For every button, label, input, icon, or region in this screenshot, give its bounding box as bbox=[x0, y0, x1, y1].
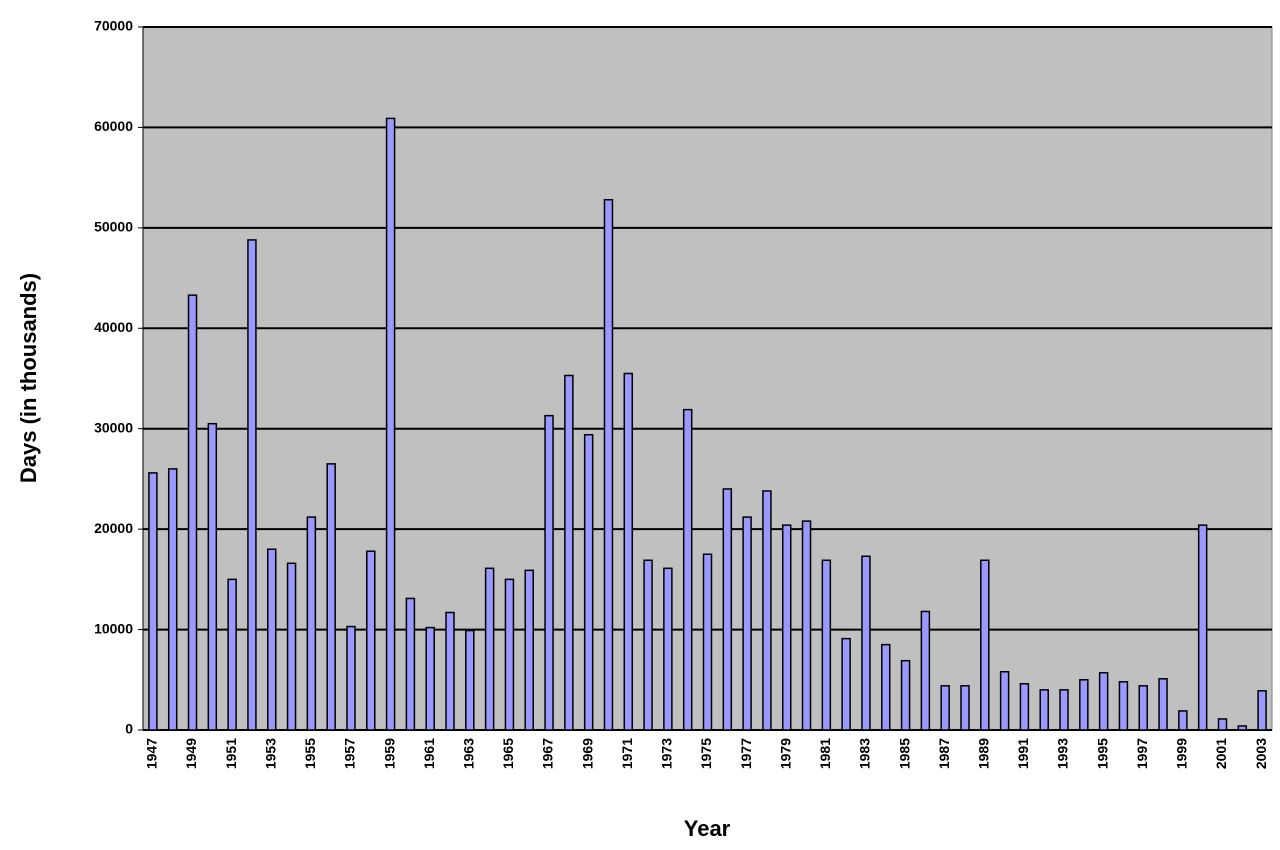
bar bbox=[999, 671, 1010, 731]
bar bbox=[564, 374, 574, 731]
y-tick-label: 60000 bbox=[94, 118, 133, 134]
y-tick-label: 20000 bbox=[94, 520, 133, 536]
bar bbox=[445, 611, 455, 731]
bar bbox=[1138, 685, 1149, 731]
bar bbox=[900, 659, 911, 731]
bar bbox=[722, 488, 733, 731]
bar bbox=[465, 629, 475, 731]
bar bbox=[286, 562, 297, 731]
y-tick-label: 10000 bbox=[94, 620, 133, 636]
x-tick-label: 1971 bbox=[619, 738, 635, 769]
y-tick-label: 70000 bbox=[94, 18, 133, 34]
bar bbox=[1019, 683, 1030, 731]
bar bbox=[841, 637, 851, 731]
bar bbox=[821, 559, 832, 731]
x-tick-label: 1951 bbox=[223, 738, 239, 769]
x-tick-label: 1955 bbox=[302, 738, 318, 769]
bar bbox=[940, 685, 950, 731]
x-tick-label: 1995 bbox=[1094, 738, 1110, 769]
bar bbox=[544, 414, 554, 731]
bar bbox=[1039, 689, 1049, 731]
bar bbox=[385, 117, 396, 731]
y-tick-label: 30000 bbox=[94, 419, 133, 435]
bar bbox=[425, 626, 435, 731]
x-tick-label: 1983 bbox=[857, 738, 873, 769]
bar bbox=[148, 472, 158, 731]
bar bbox=[306, 516, 317, 731]
x-tick-label: 1973 bbox=[659, 738, 675, 769]
bar bbox=[1217, 718, 1228, 731]
x-tick-label: 1991 bbox=[1015, 738, 1031, 769]
bar bbox=[960, 685, 970, 731]
y-tick-label: 0 bbox=[125, 721, 133, 737]
x-tick-label: 1969 bbox=[579, 738, 595, 769]
bar bbox=[742, 516, 752, 731]
bar bbox=[762, 490, 772, 731]
x-axis-title: Year bbox=[684, 816, 731, 841]
x-tick-label: 1985 bbox=[896, 738, 912, 769]
x-tick-label: 1989 bbox=[976, 738, 992, 769]
x-tick-label: 1975 bbox=[698, 738, 714, 769]
x-tick-label: 1999 bbox=[1174, 738, 1190, 769]
bar bbox=[366, 550, 376, 731]
y-axis-title: Days (in thousands) bbox=[16, 273, 41, 483]
bar bbox=[1158, 678, 1168, 731]
x-tick-label: 1977 bbox=[738, 738, 754, 769]
bar bbox=[663, 567, 673, 731]
y-tick-label: 40000 bbox=[94, 319, 133, 335]
bar bbox=[266, 548, 277, 731]
bar bbox=[1178, 710, 1188, 731]
bar bbox=[167, 468, 178, 731]
bar bbox=[702, 553, 713, 731]
bar bbox=[247, 239, 257, 731]
x-tick-label: 1967 bbox=[540, 738, 556, 769]
bar bbox=[1079, 679, 1089, 731]
bar bbox=[484, 567, 495, 731]
bar bbox=[682, 408, 693, 731]
bar bbox=[326, 463, 336, 731]
x-tick-label: 1953 bbox=[262, 738, 278, 769]
bar bbox=[781, 524, 792, 731]
x-tick-label: 1957 bbox=[342, 738, 358, 769]
x-tick-label: 1981 bbox=[817, 738, 833, 769]
x-tick-label: 1959 bbox=[381, 738, 397, 769]
bar bbox=[643, 559, 653, 731]
bar bbox=[207, 422, 218, 731]
x-tick-label: 1993 bbox=[1055, 738, 1071, 769]
bar bbox=[1059, 689, 1069, 731]
bar bbox=[405, 597, 416, 731]
x-tick-label: 1965 bbox=[500, 738, 516, 769]
x-tick-label: 1949 bbox=[183, 738, 199, 769]
bar bbox=[801, 520, 812, 731]
bar bbox=[1118, 681, 1129, 731]
bar bbox=[1257, 690, 1267, 731]
y-tick-label: 50000 bbox=[94, 219, 133, 235]
x-tick-label: 2001 bbox=[1213, 738, 1229, 769]
x-tick-label: 1947 bbox=[144, 738, 160, 769]
x-tick-label: 1963 bbox=[461, 738, 477, 769]
x-tick-label: 1961 bbox=[421, 738, 437, 769]
bar bbox=[623, 372, 634, 731]
bar bbox=[583, 433, 594, 731]
bar bbox=[524, 569, 534, 731]
bar bbox=[187, 294, 198, 731]
bar bbox=[1197, 524, 1208, 731]
bar bbox=[504, 578, 515, 731]
bar bbox=[1237, 725, 1248, 731]
bar bbox=[920, 610, 931, 731]
bar bbox=[603, 198, 614, 731]
bar bbox=[1098, 672, 1109, 731]
x-tick-label: 2003 bbox=[1253, 738, 1269, 769]
bar bbox=[227, 578, 237, 731]
bar bbox=[861, 555, 871, 731]
bar bbox=[346, 625, 356, 731]
x-tick-label: 1987 bbox=[936, 738, 952, 769]
bar bbox=[881, 643, 891, 731]
x-tick-label: 1979 bbox=[777, 738, 793, 769]
x-tick-label: 1997 bbox=[1134, 738, 1150, 769]
bar bbox=[980, 559, 990, 731]
